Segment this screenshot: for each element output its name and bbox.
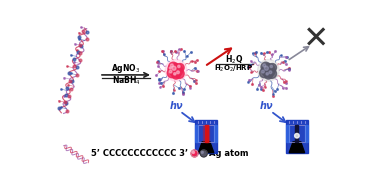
Circle shape (270, 65, 273, 68)
Circle shape (263, 64, 266, 67)
Circle shape (266, 73, 268, 75)
Bar (286, 120, 308, 153)
Circle shape (167, 68, 177, 78)
Circle shape (168, 66, 175, 72)
Circle shape (201, 151, 203, 153)
Circle shape (192, 151, 194, 153)
Circle shape (178, 65, 180, 68)
Polygon shape (198, 142, 214, 153)
Circle shape (258, 59, 279, 81)
Circle shape (264, 66, 268, 70)
Circle shape (169, 70, 172, 73)
Circle shape (200, 150, 207, 157)
Circle shape (172, 71, 180, 79)
Circle shape (268, 64, 277, 72)
Bar (203, 125, 209, 142)
Circle shape (295, 133, 299, 138)
Circle shape (259, 68, 269, 78)
Bar (205, 125, 208, 142)
Circle shape (172, 66, 176, 70)
Circle shape (173, 73, 176, 75)
Bar (305, 125, 308, 142)
Bar (195, 125, 198, 142)
Bar (295, 125, 298, 142)
Polygon shape (289, 142, 305, 153)
Circle shape (176, 64, 184, 72)
Circle shape (269, 71, 272, 74)
Circle shape (171, 64, 173, 67)
Text: AgNO$_3$: AgNO$_3$ (111, 62, 141, 75)
Text: H$_2$O$_2$/HRP: H$_2$O$_2$/HRP (214, 64, 253, 74)
Bar (289, 125, 305, 142)
Text: 5’ CCCCCCCCCCCC 3’: 5’ CCCCCCCCCCCC 3’ (92, 149, 188, 158)
Circle shape (191, 150, 198, 157)
Circle shape (169, 62, 178, 72)
Text: hν: hν (169, 101, 183, 111)
Circle shape (261, 62, 270, 72)
Circle shape (169, 64, 183, 77)
Circle shape (165, 59, 187, 81)
Circle shape (176, 71, 179, 74)
Circle shape (169, 67, 171, 69)
Bar (198, 125, 214, 142)
Circle shape (264, 71, 273, 79)
Circle shape (262, 70, 264, 73)
Circle shape (175, 69, 184, 78)
Text: Ag atom: Ag atom (209, 149, 249, 158)
Circle shape (267, 69, 277, 78)
Bar (286, 125, 289, 142)
Circle shape (262, 64, 275, 77)
Text: hν: hν (260, 101, 274, 111)
Text: NaBH$_4$: NaBH$_4$ (112, 74, 141, 86)
Bar (214, 125, 217, 142)
Text: H$_2$Q: H$_2$Q (225, 53, 243, 66)
Bar (195, 120, 217, 153)
